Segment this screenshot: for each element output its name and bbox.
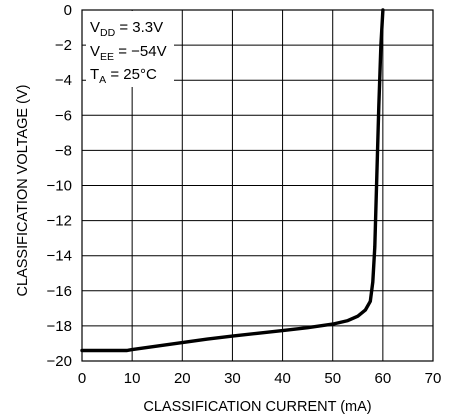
condition-line: VDD = 3.3V bbox=[90, 19, 163, 39]
x-tick-label: 40 bbox=[274, 370, 291, 387]
x-tick-label: 30 bbox=[224, 370, 241, 387]
y-tick-label: 0 bbox=[64, 2, 72, 19]
x-tick-label: 20 bbox=[174, 370, 191, 387]
conditions-background bbox=[86, 11, 174, 87]
y-tick-label: −4 bbox=[55, 72, 72, 89]
plot-border bbox=[81, 9, 434, 362]
test-conditions: VDD = 3.3V VEE = −54V TA = 25°C bbox=[86, 11, 174, 87]
y-tick-label: −14 bbox=[47, 248, 72, 265]
y-tick-label: −12 bbox=[47, 213, 72, 230]
y-axis-title: CLASSIFICATION VOLTAGE (V) bbox=[15, 85, 31, 297]
x-tick-label: 10 bbox=[124, 370, 141, 387]
y-tick-label: −6 bbox=[55, 107, 72, 124]
x-tick-label: 50 bbox=[324, 370, 341, 387]
x-tick-label: 60 bbox=[375, 370, 392, 387]
y-tick-labels: 0 −2 −4 −6 −8 −10 −12 −14 −16 −18 −20 bbox=[47, 2, 72, 370]
x-tick-labels: 0 10 20 30 40 50 60 70 bbox=[78, 370, 442, 387]
y-tick-label: −16 bbox=[47, 283, 72, 300]
y-tick-label: −8 bbox=[55, 142, 72, 159]
y-tick-label: −10 bbox=[47, 178, 72, 195]
series-layer bbox=[80, 8, 385, 353]
series-curve bbox=[80, 8, 385, 353]
x-tick-label: 70 bbox=[425, 370, 442, 387]
condition-line: VEE = −54V bbox=[90, 43, 167, 63]
condition-line: TA = 25°C bbox=[90, 66, 157, 86]
y-tick-label: −18 bbox=[47, 318, 72, 335]
y-tick-label: −20 bbox=[47, 353, 72, 370]
y-tick-label: −2 bbox=[55, 37, 72, 54]
x-tick-label: 0 bbox=[78, 370, 86, 387]
x-axis-title: CLASSIFICATION CURRENT (mA) bbox=[143, 399, 371, 415]
plot-frame bbox=[81, 9, 434, 362]
